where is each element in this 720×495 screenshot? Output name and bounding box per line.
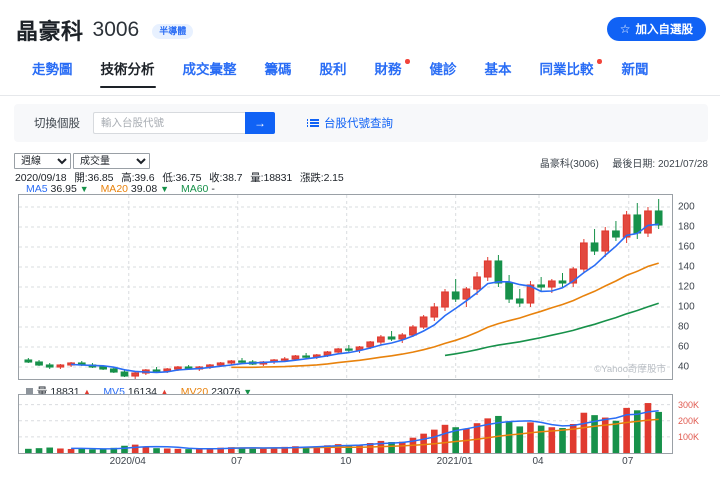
x-tick-label: 04	[532, 456, 544, 467]
tab-2[interactable]: 成交彙整	[169, 62, 251, 88]
stock-code-lookup-link[interactable]: 台股代號查詢	[306, 115, 393, 131]
volume-chart-svg	[19, 395, 672, 453]
volume-arrow-icon: ▲	[82, 387, 92, 397]
ma20-legend: MA20 39.08 ▼	[101, 183, 172, 195]
page-title: 晶豪科 3006 半導體	[16, 14, 194, 46]
tab-8[interactable]: 同業比較	[526, 59, 608, 88]
tab-label: 籌碼	[264, 62, 292, 77]
stock-search-submit-button[interactable]: →	[245, 112, 275, 134]
ma60-label: MA60	[180, 183, 209, 195]
tab-label: 健診	[429, 62, 457, 77]
x-tick-label: 07	[231, 456, 243, 467]
ohlc-volume: 量:18831	[250, 172, 293, 184]
ma20-value: 39.08	[130, 183, 158, 195]
price-tick-label: 140	[678, 261, 695, 273]
arrow-right-icon: →	[254, 116, 266, 130]
price-tick-label: 200	[678, 201, 695, 213]
chart-meta-last-date: 最後日期: 2021/07/28	[612, 159, 708, 170]
add-to-watchlist-button[interactable]: ☆ 加入自選股	[606, 17, 706, 41]
chart-meta-stock: 晶豪科(3006)	[539, 159, 599, 170]
notification-dot-icon	[405, 59, 410, 64]
x-tick-label: 10	[340, 456, 352, 467]
price-tick-label: 180	[678, 221, 695, 233]
mv20-arrow-icon: ▼	[243, 387, 253, 397]
volume-y-axis: 300K 200K 100K	[678, 394, 718, 454]
stock-switch-bar: 切換個股 → 台股代號查詢	[14, 104, 708, 142]
ohlc-date: 2020/09/18	[15, 172, 67, 184]
price-tick-label: 80	[678, 321, 690, 333]
x-tick-label: 07	[622, 456, 634, 467]
stock-search-group: →	[93, 112, 275, 134]
ohlc-change: 漲跌:2.15	[299, 172, 344, 184]
tab-label: 走勢圖	[32, 62, 73, 77]
chart-controls: 日線週線月線 成交量KDMACDRSI	[14, 153, 150, 169]
tab-9[interactable]: 新聞	[608, 62, 663, 88]
ohlc-close: 收:38.7	[209, 172, 243, 184]
price-tick-label: 160	[678, 241, 695, 253]
ma5-legend: MA5 36.95 ▼	[26, 183, 92, 195]
add-to-watchlist-label: 加入自選股	[635, 24, 694, 36]
volume-label: 量	[36, 386, 48, 398]
period-select[interactable]: 日線週線月線	[14, 153, 71, 169]
tab-label: 新聞	[621, 62, 649, 77]
page-header: 晶豪科 3006 半導體 ☆ 加入自選股	[0, 0, 720, 52]
tab-1[interactable]: 技術分析	[87, 62, 169, 88]
tab-label: 股利	[319, 62, 347, 77]
volume-bar-icon	[26, 388, 33, 396]
volume-tick-label: 100K	[678, 431, 700, 442]
ohlc-readout: 2020/09/18 開:36.85 高:39.6 低:36.75 收:38.7…	[15, 170, 349, 185]
ma5-arrow-icon: ▼	[79, 184, 89, 194]
tab-label: 同業比較	[539, 62, 594, 77]
ohlc-high: 高:39.6	[121, 172, 155, 184]
tab-5[interactable]: 財務	[361, 59, 416, 88]
volume-tick-label: 200K	[678, 415, 700, 426]
tab-0[interactable]: 走勢圖	[18, 62, 87, 88]
x-tick-label: 2021/01	[436, 456, 473, 467]
chart-x-axis: 2020/04 07 10 2021/01 04 07	[18, 456, 673, 474]
ma5-value: 36.95	[50, 183, 77, 195]
ma20-arrow-icon: ▼	[160, 184, 170, 194]
price-tick-label: 120	[678, 281, 695, 293]
ohlc-low: 低:36.75	[162, 172, 202, 184]
volume-tick-label: 300K	[678, 399, 700, 410]
ma20-label: MA20	[100, 183, 128, 195]
stock-code: 3006	[92, 18, 140, 41]
ma5-label: MA5	[26, 183, 48, 195]
stock-name: 晶豪科	[16, 19, 84, 44]
x-tick-label: 2020/04	[109, 456, 146, 467]
tab-4[interactable]: 股利	[306, 62, 361, 88]
tab-label: 財務	[374, 62, 402, 77]
ma-legend: MA5 36.95 ▼ MA20 39.08 ▼ MA60 -	[26, 183, 224, 195]
mv5-arrow-icon: ▲	[159, 387, 169, 397]
tab-label: 基本	[484, 62, 512, 77]
price-tick-label: 60	[678, 341, 690, 353]
list-icon	[306, 119, 319, 127]
tab-label: 技術分析	[100, 62, 155, 77]
tab-7[interactable]: 基本	[471, 62, 526, 88]
volume-chart-panel[interactable]	[18, 394, 673, 454]
price-y-axis: 200 180 160 140 120 100 80 60 40	[678, 194, 718, 380]
stock-code-lookup-label: 台股代號查詢	[324, 118, 393, 130]
indicator-select[interactable]: 成交量KDMACDRSI	[73, 153, 150, 169]
stock-switch-label: 切換個股	[34, 118, 80, 130]
tab-6[interactable]: 健診	[416, 62, 471, 88]
price-tick-label: 100	[678, 301, 695, 313]
price-tick-label: 40	[678, 361, 690, 373]
price-chart-svg	[19, 195, 672, 379]
main-tabs: 走勢圖 技術分析 成交彙整 籌碼 股利 財務 健診 基本 同業比較 新聞	[0, 59, 720, 96]
ma60-value: -	[211, 183, 215, 195]
ohlc-open: 開:36.85	[74, 172, 114, 184]
price-chart-panel[interactable]: ©Yahoo奇摩股市	[18, 194, 673, 380]
notification-dot-icon	[597, 59, 602, 64]
chart-meta: 晶豪科(3006) 最後日期: 2021/07/28	[540, 155, 708, 170]
sector-badge: 半導體	[152, 23, 194, 39]
ma60-legend: MA60 -	[181, 183, 215, 195]
tab-3[interactable]: 籌碼	[251, 62, 306, 88]
stock-search-input[interactable]	[93, 112, 245, 134]
tab-label: 成交彙整	[182, 62, 237, 77]
star-icon: ☆	[619, 22, 631, 36]
